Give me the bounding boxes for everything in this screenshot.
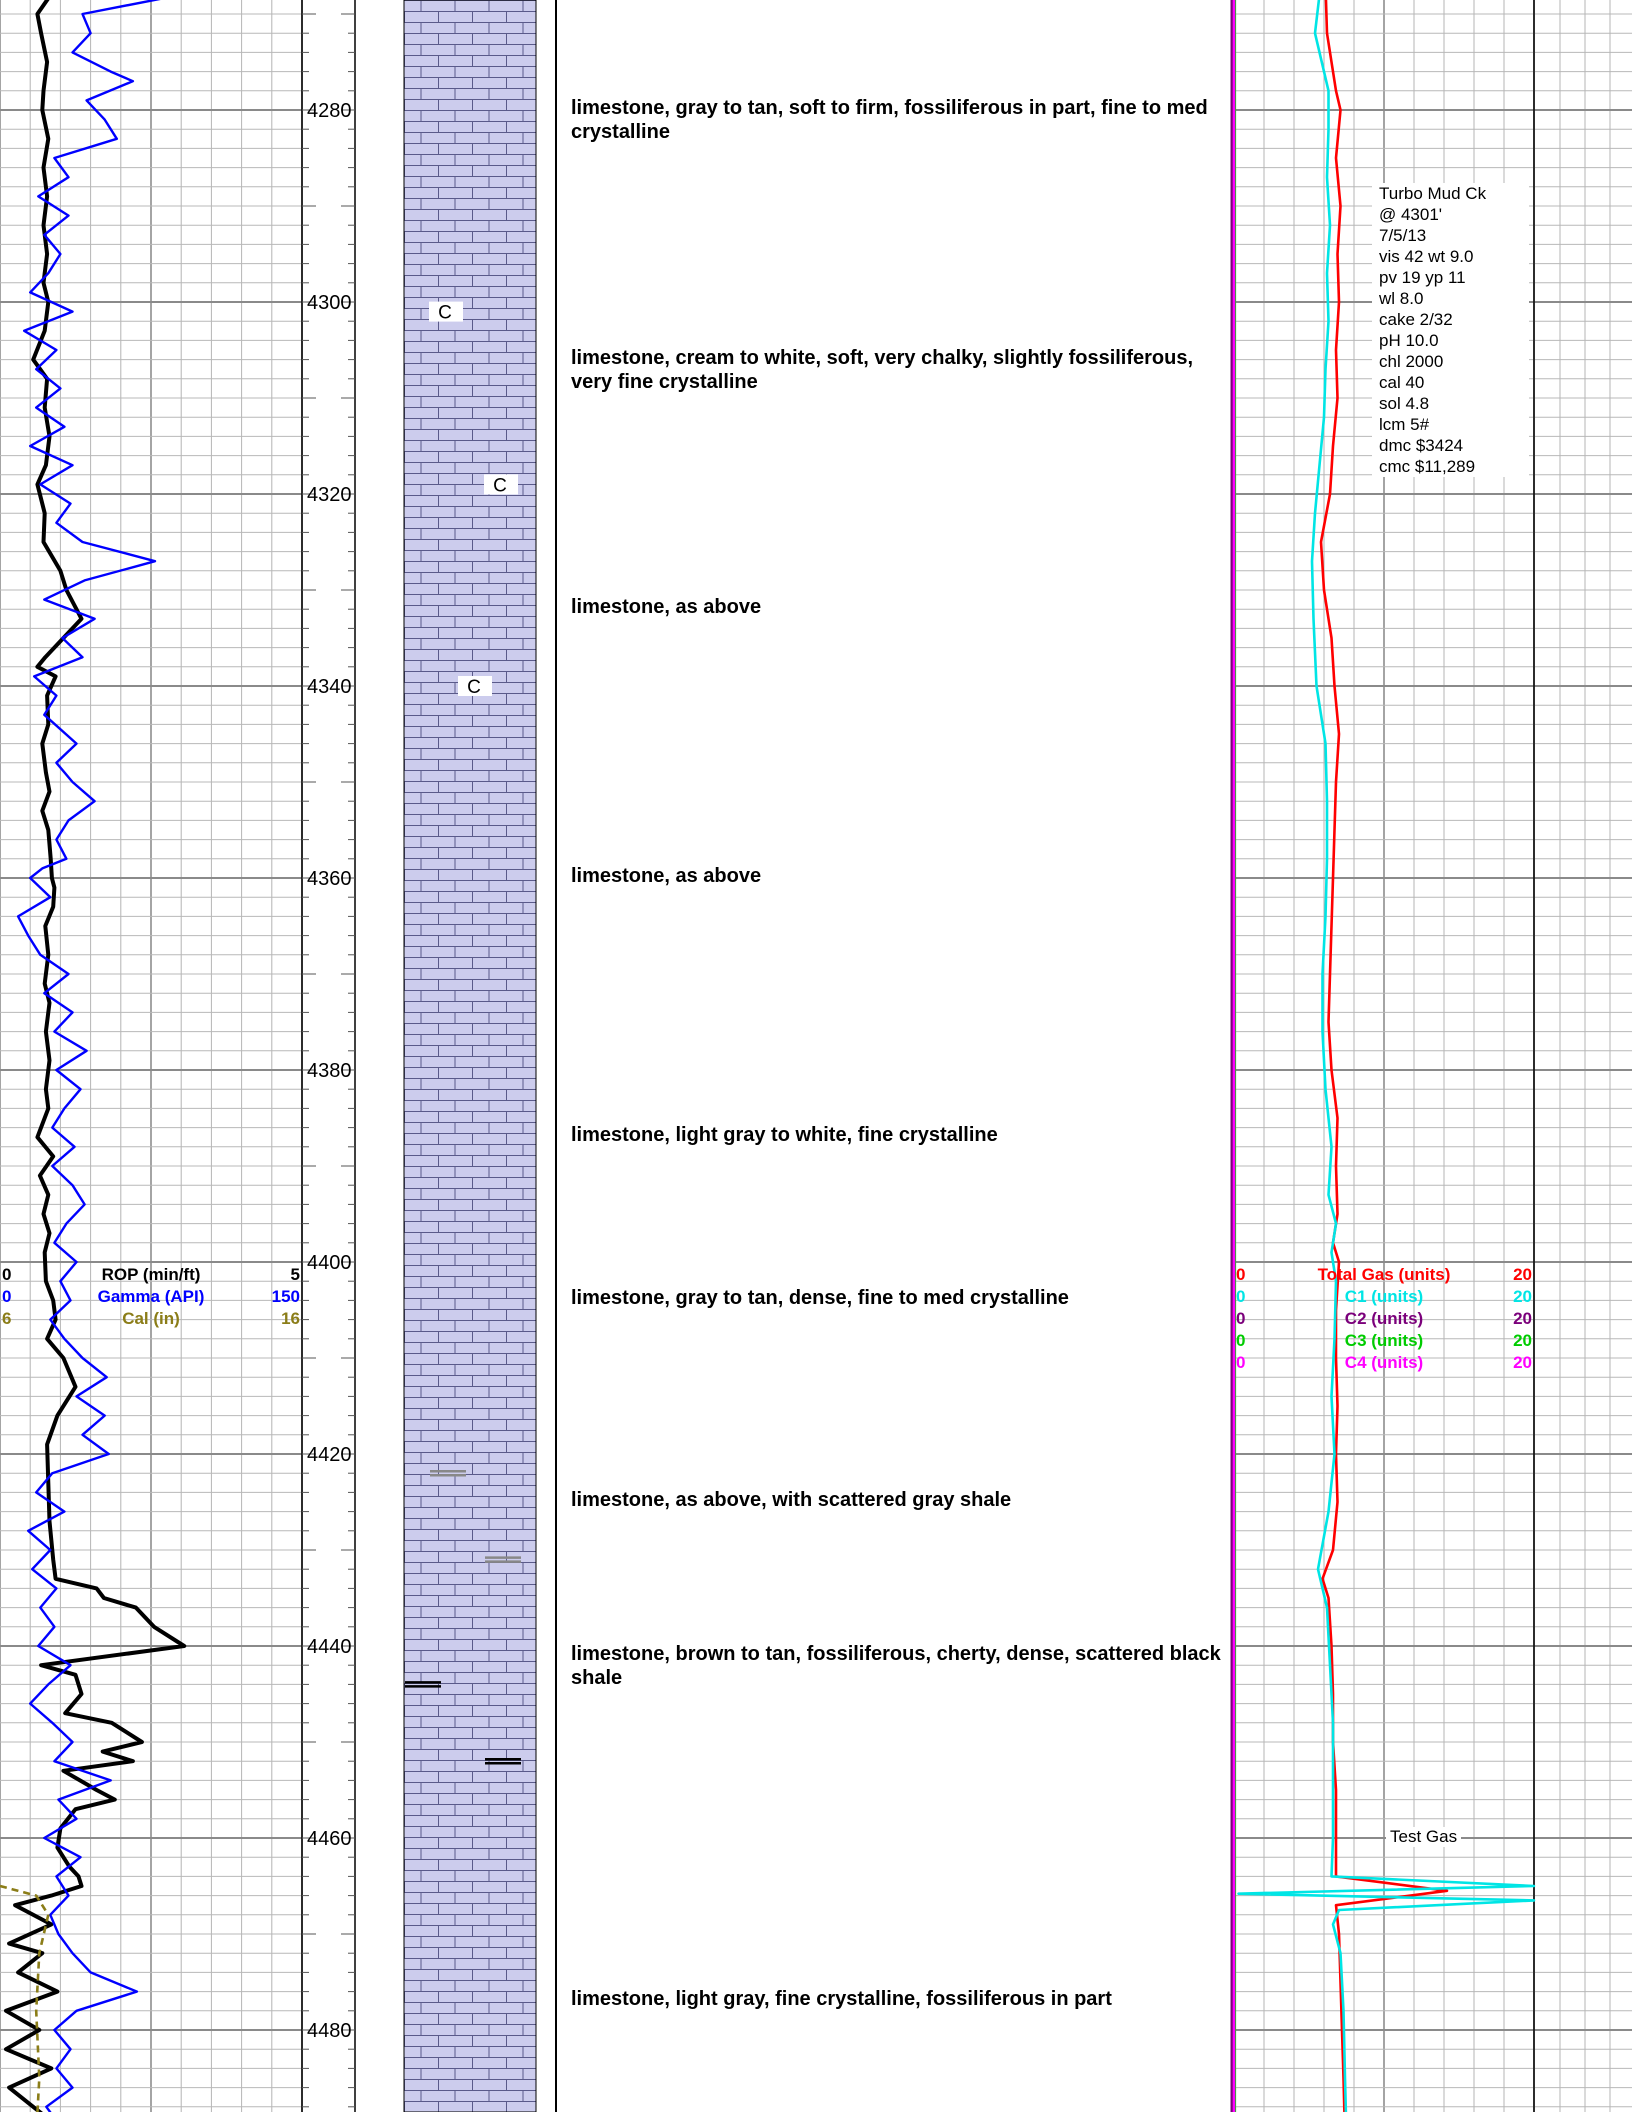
legend-name: C1 (units) [1345, 1287, 1423, 1306]
depth-label: 4460 [307, 1828, 352, 1850]
mud-check-line: chl 2000 [1379, 352, 1444, 371]
legend-min: 0 [2, 1287, 11, 1306]
depth-label: 4300 [307, 292, 352, 314]
lithology-description: limestone, brown to tan, fossiliferous, … [571, 1642, 1221, 1689]
test-gas-annotation: Test Gas [1386, 1827, 1462, 1847]
legend-min: 0 [1236, 1309, 1245, 1328]
curve-rop [4, 0, 187, 2112]
legend-max: 16 [281, 1309, 300, 1328]
curve-c1 [1237, 0, 1536, 2112]
left-track-curves [0, 0, 187, 2112]
lithology-description: limestone, light gray, fine crystalline,… [571, 1988, 1112, 2011]
chert-symbol-box [458, 676, 492, 696]
legend-max: 5 [291, 1265, 300, 1284]
lithology-description: limestone, gray to tan, soft to firm, fo… [571, 97, 1208, 143]
depth-label: 4320 [307, 484, 352, 506]
legend-min: 0 [1236, 1353, 1245, 1372]
mud-check-line: wl 8.0 [1379, 289, 1424, 308]
mud-check-line: Turbo Mud Ck [1379, 184, 1487, 203]
lithology-description: limestone, cream to white, soft, very ch… [571, 346, 1194, 393]
chert-symbol-box [484, 474, 518, 495]
legend-name: Total Gas (units) [1318, 1265, 1451, 1284]
legend-min: 0 [1236, 1265, 1245, 1284]
limestone-column [403, 0, 537, 2112]
mud-check-line: 7/5/13 [1379, 226, 1427, 245]
curve-cal [0, 1884, 50, 2112]
depth-label: 4400 [307, 1252, 352, 1274]
legend-max: 20 [1513, 1353, 1532, 1372]
legend-min: 0 [1236, 1331, 1245, 1350]
legend-min: 0 [2, 1265, 11, 1284]
mud-check-line: @ 4301' [1379, 205, 1443, 224]
chert-symbol: C [493, 475, 507, 496]
track-legends: 0 ROP (min/ft) 5 0 Gamma (API) 150 6 Cal (in) 16… [2, 1265, 1532, 1372]
depth-label: 4340 [307, 676, 352, 698]
lithology-description: limestone, as above [571, 865, 762, 887]
depth-label: 4380 [307, 1060, 352, 1082]
mud-check-annotation: Turbo Mud Ck @ 4301' 7/5/13 vis 42 wt 9.0 pv… [1372, 183, 1529, 477]
legend-name: ROP (min/ft) [102, 1265, 201, 1284]
depth-label: 4420 [307, 1444, 352, 1466]
legend-name: Gamma (API) [98, 1287, 205, 1306]
mud-check-line: lcm 5# [1379, 415, 1430, 434]
chert-symbol-box [429, 301, 463, 322]
lithology-description: limestone, gray to tan, dense, fine to m… [571, 1287, 1069, 1310]
chert-symbol: C [467, 677, 481, 698]
mud-check-line: cake 2/32 [1379, 310, 1453, 329]
depth-label: 4440 [307, 1636, 352, 1658]
track-frames [301, 0, 1535, 2112]
chert-symbol: C [438, 303, 452, 324]
legend-max: 20 [1513, 1287, 1532, 1306]
depth-label: 4360 [307, 868, 352, 890]
curve-gamma [16, 0, 161, 2112]
mud-check-line: pv 19 yp 11 [1379, 268, 1466, 287]
lithology-description: limestone, as above [571, 596, 762, 619]
mud-check-line: dmc $3424 [1379, 436, 1464, 455]
legend-max: 20 [1513, 1265, 1532, 1284]
depth-label: 4480 [307, 2020, 352, 2042]
depth-label: 4280 [307, 100, 352, 122]
lithology-description: limestone, as above, with scattered gray… [571, 1489, 1012, 1511]
gas-track-curves [1232, 0, 1536, 2112]
legend-min: 6 [2, 1309, 11, 1328]
lithology-description: limestone, light gray to white, fine cry… [571, 1124, 998, 1147]
mud-check-line: cal 40 [1379, 373, 1425, 392]
legend-name: C3 (units) [1345, 1331, 1423, 1350]
legend-name: C2 (units) [1345, 1309, 1423, 1328]
legend-name: C4 (units) [1345, 1353, 1423, 1372]
legend-name: Cal (in) [122, 1309, 180, 1328]
legend-max: 150 [272, 1287, 300, 1306]
left-track-grid [0, 0, 303, 2112]
mud-check-line: cmc $11,289 [1379, 457, 1476, 476]
mud-check-line: pH 10.0 [1379, 331, 1439, 350]
mud-check-line: sol 4.8 [1379, 394, 1430, 413]
depth-scale: 4280 4300 4320 4340 4360 4380 4400 4420 4440 4460… [302, 13, 355, 2108]
legend-max: 20 [1513, 1309, 1532, 1328]
lithology-column: C C C [403, 0, 537, 2112]
legend-max: 20 [1513, 1331, 1532, 1350]
curve-total [1319, 0, 1449, 2112]
mud-check-line: vis 42 wt 9.0 [1379, 247, 1474, 266]
legend-min: 0 [1236, 1287, 1245, 1306]
